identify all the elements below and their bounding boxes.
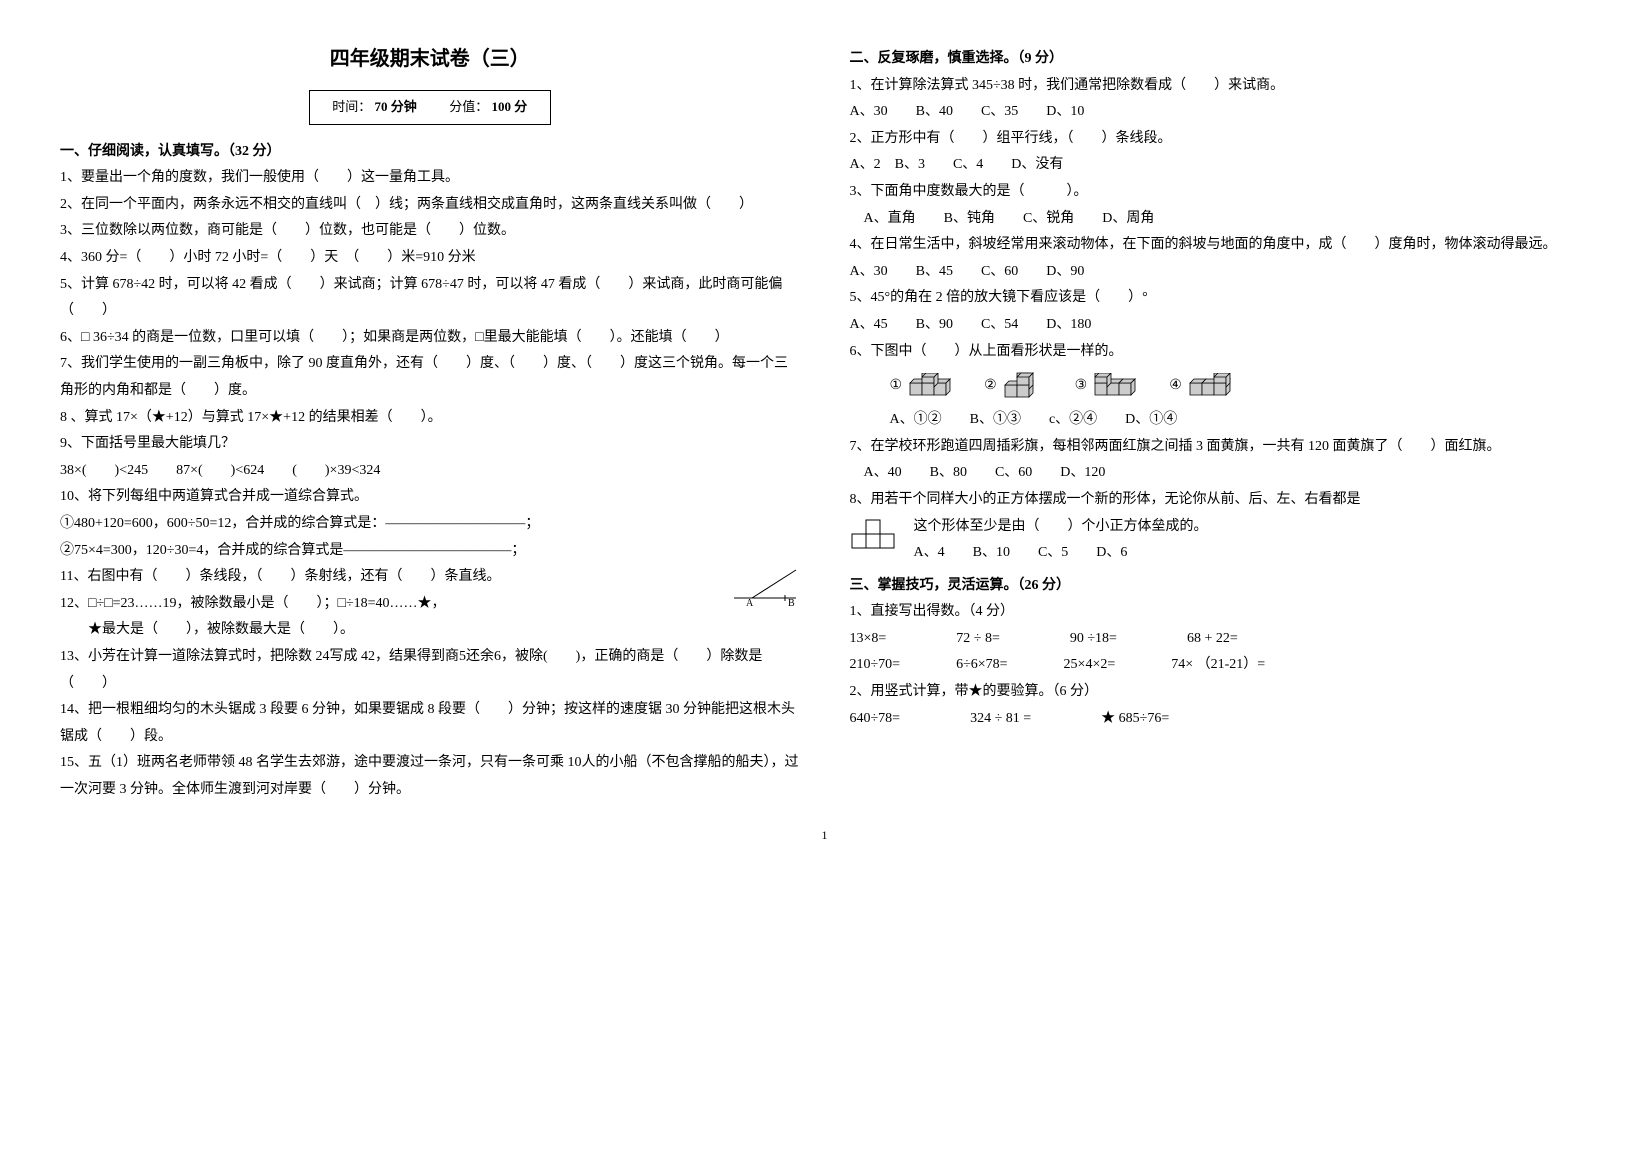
shape-label-1: ① <box>890 373 903 400</box>
point-b-label: B <box>788 598 795 606</box>
sub-header: 2、用竖式计算，带★的要验算。（6 分） <box>850 679 1590 706</box>
exam-info-box: 时间： 70 分钟 分值： 100 分 <box>309 90 551 125</box>
time-value: 70 分钟 <box>374 99 416 114</box>
shape-4-icon <box>1186 373 1234 399</box>
options: A、①② B、①③ c、②④ D、①④ <box>890 407 1590 434</box>
shape-label-2: ② <box>984 373 997 400</box>
options: A、直角 B、钝角 C、锐角 D、周角 <box>850 206 1590 233</box>
question: 2、在同一个平面内，两条永远不相交的直线叫（ ）线；两条直线相交成直角时，这两条… <box>60 192 800 219</box>
score-label: 分值： <box>449 99 488 114</box>
question-sub: ①480+120=600，600÷50=12，合并成的综合算式是：———————… <box>60 511 800 538</box>
question-sub: 这个形体至少是由（ ）个小正方体垒成的。 <box>914 514 1208 541</box>
options: A、30 B、40 C、35 D、10 <box>850 99 1590 126</box>
sub-header: 1、直接写出得数。（4 分） <box>850 599 1590 626</box>
question: 4、360 分=（ ）小时 72 小时=（ ）天 （ ）米=910 分米 <box>60 245 800 272</box>
score-value: 100 分 <box>492 99 528 114</box>
question: 10、将下列每组中两道算式合并成一道综合算式。 <box>60 484 800 511</box>
question: 12、□÷□=23……19，被除数最小是（ ）；□÷18=40……★， <box>60 591 730 618</box>
options: A、45 B、90 C、54 D、180 <box>850 312 1590 339</box>
shape-figures-row: ① ② <box>890 371 1590 401</box>
question: 1、在计算除法算式 345÷38 时，我们通常把除数看成（ ）来试商。 <box>850 73 1590 100</box>
question: 3、下面角中度数最大的是（ ）。 <box>850 179 1590 206</box>
question-sub: ②75×4=300，120÷30=4，合并成的综合算式是————————————… <box>60 538 800 565</box>
question-sub: ★最大是（ ），被除数最大是（ ）。 <box>60 617 800 644</box>
options: A、40 B、80 C、60 D、120 <box>850 460 1590 487</box>
question: 15、五（1）班两名老师带领 48 名学生去郊游，途中要渡过一条河，只有一条可乘… <box>60 750 800 803</box>
question: 11、右图中有（ ）条线段，（ ）条射线，还有（ ）条直线。 <box>60 564 730 591</box>
shape-3-icon <box>1091 373 1139 399</box>
shape-2-icon <box>1001 371 1045 401</box>
question: 5、计算 678÷42 时，可以将 42 看成（ ）来试商；计算 678÷47 … <box>60 272 800 325</box>
question: 4、在日常生活中，斜坡经常用来滚动物体，在下面的斜坡与地面的角度中，成（ ）度角… <box>850 232 1590 259</box>
question: 8、用若干个同样大小的正方体摆成一个新的形体，无论你从前、后、左、右看都是 <box>850 487 1590 514</box>
question: 6、下图中（ ）从上面看形状是一样的。 <box>850 339 1590 366</box>
page-number: 1 <box>60 824 1589 847</box>
calc-row: 210÷70= 6÷6×78= 25×4×2= 74× （21-21）= <box>850 652 1590 679</box>
time-label: 时间： <box>332 99 371 114</box>
page-title: 四年级期末试卷（三） <box>60 40 800 78</box>
section-1-header: 一、仔细阅读，认真填写。（32 分） <box>60 139 800 166</box>
options: A、4 B、10 C、5 D、6 <box>914 540 1208 567</box>
question: 8 、算式 17×（★+12）与算式 17×★+12 的结果相差（ ）。 <box>60 405 800 432</box>
section-2-header: 二、反复琢磨，慎重选择。（9 分） <box>850 46 1590 73</box>
question: 9、下面括号里最大能填几？ <box>60 431 800 458</box>
question-sub: 38×( )<245 87×( )<624 ( )×39<324 <box>60 458 800 485</box>
options: A、2 B、3 C、4 D、没有 <box>850 152 1590 179</box>
shape-label-3: ③ <box>1075 373 1088 400</box>
question: 1、要量出一个角的度数，我们一般使用（ ）这一量角工具。 <box>60 165 800 192</box>
shape-label-4: ④ <box>1169 373 1182 400</box>
calc-row: 640÷78= 324 ÷ 81 = ★ 685÷76= <box>850 706 1590 733</box>
line-figure: A B <box>730 564 800 606</box>
question: 14、把一根粗细均匀的木头锯成 3 段要 6 分钟，如果要锯成 8 段要（ ）分… <box>60 697 800 750</box>
question: 5、45°的角在 2 倍的放大镜下看应该是（ ）° <box>850 285 1590 312</box>
question: 6、□ 36÷34 的商是一位数，口里可以填（ ）；如果商是两位数，□里最大能能… <box>60 325 800 352</box>
options: A、30 B、45 C、60 D、90 <box>850 259 1590 286</box>
front-view-icon <box>850 514 902 550</box>
question: 3、三位数除以两位数，商可能是（ ）位数，也可能是（ ）位数。 <box>60 218 800 245</box>
shape-1-icon <box>906 373 954 399</box>
point-a-label: A <box>746 598 754 606</box>
question: 13、小芳在计算一道除法算式时，把除数 24写成 42，结果得到商5还余6，被除… <box>60 644 800 697</box>
section-3-header: 三、掌握技巧，灵活运算。（26 分） <box>850 573 1590 600</box>
question: 2、正方形中有（ ）组平行线，（ ）条线段。 <box>850 126 1590 153</box>
question: 7、我们学生使用的一副三角板中，除了 90 度直角外，还有（ ）度、（ ）度、（… <box>60 351 800 404</box>
question: 7、在学校环形跑道四周插彩旗，每相邻两面红旗之间插 3 面黄旗，一共有 120 … <box>850 434 1590 461</box>
calc-row: 13×8= 72 ÷ 8= 90 ÷18= 68 + 22= <box>850 626 1590 653</box>
